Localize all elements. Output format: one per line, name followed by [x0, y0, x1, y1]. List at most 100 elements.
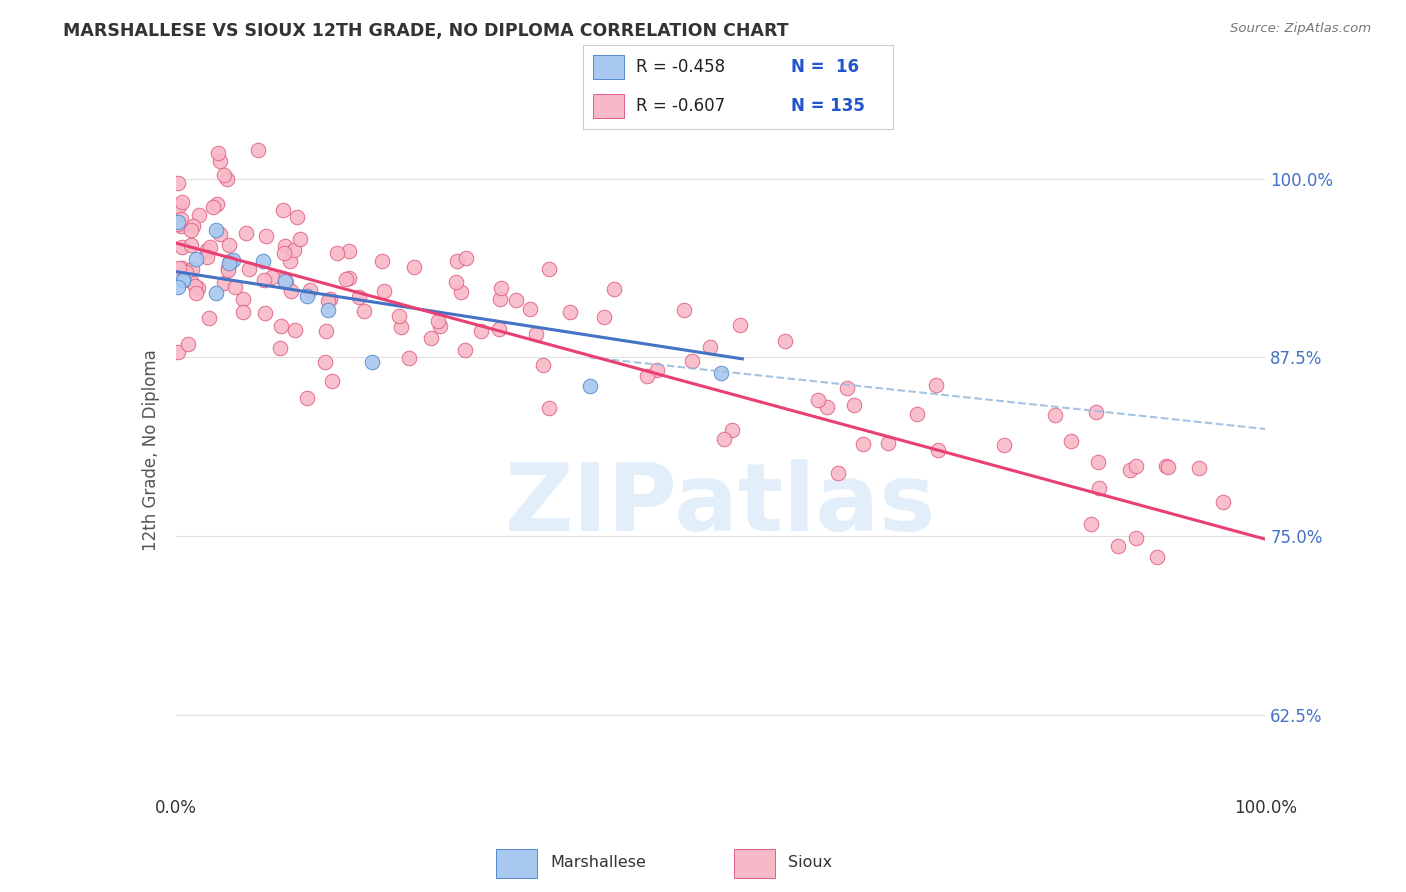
Text: N = 135: N = 135 — [790, 96, 865, 114]
Point — [347, 290, 370, 304]
Point — [837, 381, 859, 395]
Text: Source: ZipAtlas.com: Source: ZipAtlas.com — [1230, 22, 1371, 36]
Point — [316, 293, 339, 308]
Point — [273, 245, 295, 260]
Point — [172, 260, 194, 275]
Point — [558, 304, 581, 318]
Point — [444, 275, 467, 289]
Point — [927, 443, 949, 458]
Point — [181, 261, 204, 276]
Point — [1088, 481, 1111, 495]
Point — [177, 337, 200, 351]
Text: R = -0.458: R = -0.458 — [636, 58, 725, 76]
Point — [218, 238, 240, 252]
Point — [647, 362, 669, 376]
Point — [1188, 461, 1211, 475]
Point — [205, 197, 228, 211]
Text: N =  16: N = 16 — [790, 58, 859, 76]
Point — [326, 246, 349, 260]
Point — [524, 326, 547, 341]
Point — [371, 253, 394, 268]
Point — [681, 354, 703, 368]
Point — [167, 217, 190, 231]
Point — [167, 199, 190, 213]
Point — [174, 265, 197, 279]
Point — [1125, 458, 1147, 473]
Point — [815, 400, 838, 414]
Point — [208, 153, 231, 168]
Point — [181, 219, 204, 233]
Point — [172, 240, 194, 254]
Point — [269, 341, 291, 355]
Point — [184, 278, 207, 293]
Point — [186, 252, 208, 266]
Point — [222, 253, 245, 268]
Point — [253, 273, 276, 287]
Text: ZIPatlas: ZIPatlas — [505, 459, 936, 551]
Point — [217, 263, 239, 277]
Point — [167, 345, 190, 359]
Point — [170, 211, 193, 226]
Point — [207, 146, 229, 161]
Point — [314, 354, 336, 368]
Text: R = -0.607: R = -0.607 — [636, 96, 725, 114]
Point — [1080, 516, 1102, 531]
Point — [287, 210, 309, 224]
Point — [315, 324, 337, 338]
Point — [204, 285, 226, 300]
Point — [1043, 408, 1066, 422]
Point — [172, 273, 194, 287]
Point — [1084, 405, 1107, 419]
Bar — [593, 54, 624, 79]
Point — [290, 232, 312, 246]
Point — [232, 305, 254, 319]
Point — [180, 223, 202, 237]
Point — [470, 324, 492, 338]
Point — [270, 319, 292, 334]
Point — [167, 279, 190, 293]
Point — [335, 271, 357, 285]
Point — [200, 240, 222, 254]
Point — [252, 254, 274, 268]
Point — [280, 285, 302, 299]
Point — [187, 281, 209, 295]
Point — [373, 284, 395, 298]
Point — [389, 320, 412, 334]
Point — [672, 303, 695, 318]
Point — [505, 293, 527, 307]
Point — [274, 238, 297, 252]
Point — [1125, 531, 1147, 545]
Bar — [496, 849, 537, 878]
Point — [172, 195, 194, 210]
Point — [360, 355, 382, 369]
Point — [710, 366, 733, 380]
Point — [538, 401, 561, 416]
Point — [274, 274, 297, 288]
Point — [699, 340, 721, 354]
Point — [398, 351, 420, 366]
Point — [388, 310, 411, 324]
Point — [260, 269, 283, 284]
Point — [204, 223, 226, 237]
Point — [321, 374, 343, 388]
Point — [852, 437, 875, 451]
Point — [219, 254, 242, 268]
Point — [773, 334, 796, 348]
Bar — [734, 849, 775, 878]
Point — [721, 423, 744, 437]
Text: Marshallese: Marshallese — [550, 855, 645, 870]
Point — [167, 176, 190, 190]
Point — [993, 437, 1015, 451]
Point — [905, 407, 928, 421]
Point — [197, 310, 219, 325]
Point — [636, 369, 658, 384]
Text: Sioux: Sioux — [789, 855, 832, 870]
Point — [1107, 539, 1129, 553]
Point — [187, 208, 209, 222]
Point — [318, 292, 340, 306]
Point — [353, 304, 375, 318]
Point — [172, 273, 194, 287]
Point — [180, 237, 202, 252]
Point — [298, 283, 321, 297]
Point — [195, 250, 218, 264]
